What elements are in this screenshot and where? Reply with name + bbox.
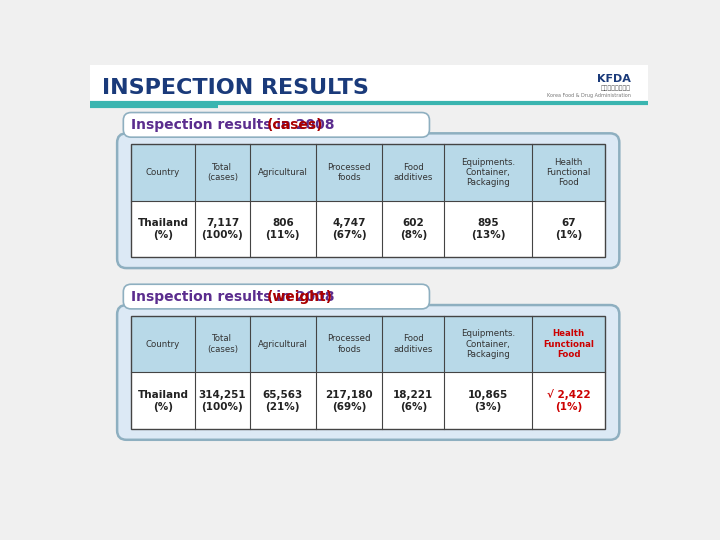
- Text: Country: Country: [146, 340, 180, 349]
- Text: 7,117
(100%): 7,117 (100%): [202, 218, 243, 240]
- Bar: [131, 316, 606, 373]
- Text: INSPECTION RESULTS: INSPECTION RESULTS: [102, 78, 369, 98]
- FancyBboxPatch shape: [117, 133, 619, 268]
- Bar: [131, 144, 606, 201]
- Text: 314,251
(100%): 314,251 (100%): [199, 390, 246, 411]
- Bar: [131, 144, 606, 257]
- Text: 602
(8%): 602 (8%): [400, 218, 427, 240]
- Text: 806
(11%): 806 (11%): [266, 218, 300, 240]
- Bar: [131, 316, 606, 429]
- Text: 18,221
(6%): 18,221 (6%): [393, 390, 433, 411]
- Text: Korea Food & Drug Administration: Korea Food & Drug Administration: [547, 93, 631, 98]
- Text: Agricultural: Agricultural: [258, 168, 307, 177]
- Text: 67
(1%): 67 (1%): [555, 218, 582, 240]
- Text: Agricultural: Agricultural: [258, 340, 307, 349]
- Text: Total
(cases): Total (cases): [207, 334, 238, 354]
- Text: Food
additives: Food additives: [394, 334, 433, 354]
- FancyBboxPatch shape: [123, 112, 429, 137]
- Text: (cases): (cases): [266, 118, 323, 132]
- FancyBboxPatch shape: [123, 284, 429, 309]
- Bar: [90, 65, 648, 105]
- Text: 4,747
(67%): 4,747 (67%): [332, 218, 366, 240]
- Text: Health
Functional
Food: Health Functional Food: [546, 158, 591, 187]
- Text: Equipments.
Container,
Packaging: Equipments. Container, Packaging: [461, 329, 515, 359]
- Text: Processed
foods: Processed foods: [328, 163, 371, 182]
- Text: Inspection results in 2008: Inspection results in 2008: [131, 118, 335, 132]
- Text: 217,180
(69%): 217,180 (69%): [325, 390, 373, 411]
- Bar: [131, 373, 606, 429]
- Text: (weight): (weight): [266, 289, 333, 303]
- Text: KFDA: KFDA: [597, 73, 631, 84]
- Text: Health
Functional
Food: Health Functional Food: [543, 329, 594, 359]
- Text: Inspection results in 2008: Inspection results in 2008: [131, 289, 335, 303]
- Text: √ 2,422
(1%): √ 2,422 (1%): [546, 389, 590, 412]
- Text: Food
additives: Food additives: [394, 163, 433, 182]
- Text: Processed
foods: Processed foods: [328, 334, 371, 354]
- Text: 65,563
(21%): 65,563 (21%): [263, 390, 303, 411]
- Text: Thailand
(%): Thailand (%): [138, 218, 189, 240]
- Text: 식품의약품안전청: 식품의약품안전청: [601, 85, 631, 91]
- Text: 895
(13%): 895 (13%): [471, 218, 505, 240]
- Text: Country: Country: [146, 168, 180, 177]
- Text: Thailand
(%): Thailand (%): [138, 390, 189, 411]
- Text: Total
(cases): Total (cases): [207, 163, 238, 182]
- Bar: [131, 201, 606, 257]
- FancyBboxPatch shape: [117, 305, 619, 440]
- Text: 10,865
(3%): 10,865 (3%): [468, 390, 508, 411]
- Text: Equipments.
Container,
Packaging: Equipments. Container, Packaging: [461, 158, 515, 187]
